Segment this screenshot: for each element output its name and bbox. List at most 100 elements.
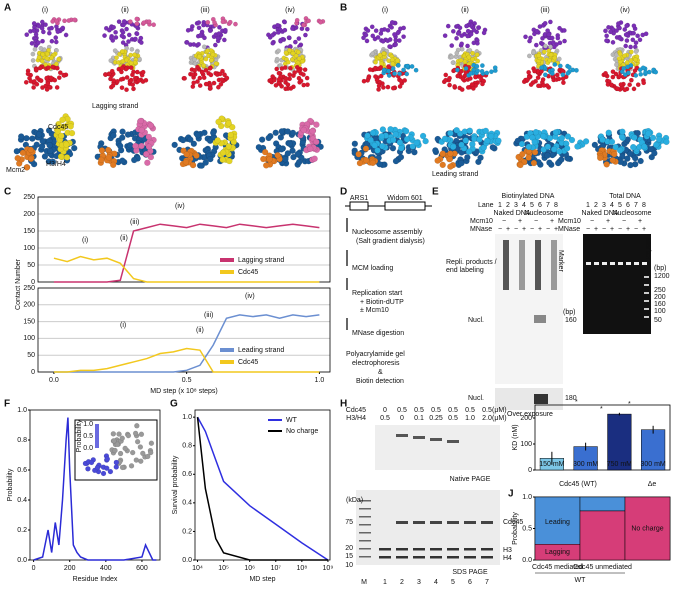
label: 0.5 [380,415,390,422]
label: + [638,218,642,225]
molecule-bead [574,143,581,150]
molecule-bead [37,65,43,71]
molecule-bead [128,77,134,83]
label: (bp) [654,265,666,272]
molecule-bead [13,148,20,155]
molecule-bead [655,136,663,143]
molecule-bead [146,19,152,25]
label: (kDa) [346,497,363,504]
panel-letter: J [508,489,514,500]
y-tick-label: 150 [23,318,35,325]
molecule-bead [301,72,306,77]
molecule-bead [292,39,298,45]
gel-band [481,556,493,559]
panel-letter: E [432,187,439,198]
molecule-bead [381,67,387,73]
molecule-bead [61,72,67,78]
molecule-bead [626,150,634,157]
molecule-bead [138,126,145,134]
molecule-bead [198,32,204,38]
molecule-bead [266,156,273,163]
molecule-bead [554,72,560,78]
molecule-bead [147,122,154,129]
molecule-bead [119,157,126,164]
label: + [610,226,614,233]
molecule-bead [361,78,367,84]
gel-band [634,262,639,265]
panel-letter: B [340,3,347,14]
step-label: & [378,369,383,376]
molecule-bead [402,127,410,135]
molecule-bead [140,69,146,75]
molecule-bead [196,41,201,47]
molecule-bead [272,129,279,136]
step-label: (Salt gradient dialysis) [356,238,425,245]
stage-label: (ii) [461,7,469,14]
molecule-bead [135,69,140,75]
molecule-bead [227,131,234,139]
label: − [622,218,626,225]
molecule-bead [132,142,139,150]
bar-segment [579,496,626,512]
gel-band [464,556,476,559]
molecule-bead [68,129,76,137]
y-tick-label: 250 [23,194,35,201]
molecule-bead [439,150,446,157]
molecule-bead [397,38,402,43]
molecule-bead [481,30,487,36]
label: ARS1 [350,195,368,202]
molecule-bead [386,68,392,74]
molecule-bead [196,20,202,25]
molecule-bead [432,147,439,154]
molecule-bead [102,33,107,38]
legend-label: Lagging strand [238,257,284,264]
step-label: MNase digestion [352,330,404,337]
molecule-bead [387,37,393,42]
label: 5 [618,202,622,209]
label: 0.5 [448,415,458,422]
gel-band [379,548,391,551]
molecule-bead [44,75,50,81]
molecule-bead [555,35,561,41]
molecule-bead [604,38,609,43]
molecule-bead [143,77,149,83]
molecule-bead [475,58,481,64]
molecule-bead [283,50,289,56]
label: (μM) [492,407,507,414]
molecule-bead [309,128,316,135]
molecule-bead [39,19,45,25]
molecule-bead [616,147,624,154]
molecule-bead [274,152,281,159]
molecule-bead [392,32,397,37]
molecule-bead [528,35,533,41]
molecule-bead [484,70,490,76]
gel-band [413,436,425,439]
molecule-bead [556,76,562,82]
molecule-bead [276,70,282,76]
molecule-bead [14,154,21,162]
molecule-bead [131,156,138,164]
label: 0.5 [465,407,475,414]
molecule-bead [63,32,69,38]
molecule-bead [276,48,281,54]
stage-label: (iii) [200,7,209,14]
molecule-bead [286,140,293,148]
molecule-bead [271,77,277,83]
molecule-bead [110,132,117,139]
step-label: electrophoresis [352,360,400,367]
panel-letter: G [170,399,178,410]
molecule-bead [190,72,196,77]
molecule-bead [282,27,288,33]
molecule-bead [609,157,616,164]
label: 8 [642,202,646,209]
molecule-bead [208,85,213,91]
molecule-bead [182,159,190,166]
molecule-bead [610,74,616,80]
molecule-bead [185,27,191,33]
label: Leading strand [432,171,478,178]
molecule-bead [379,61,384,67]
x-tick-label: 10⁶ [244,565,255,572]
molecule-bead [119,49,125,54]
y-tick-label: 0.6 [182,471,192,478]
molecule-bead [542,72,548,78]
